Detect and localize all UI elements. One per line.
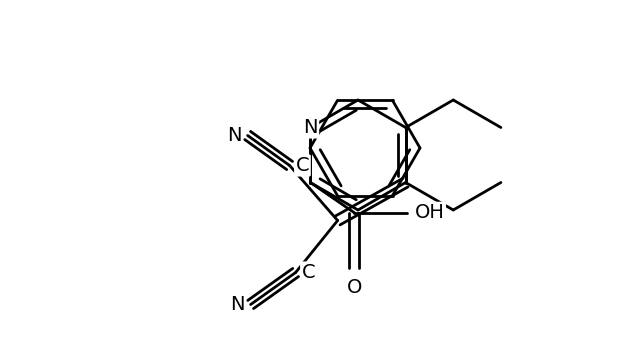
Text: N: N xyxy=(230,295,244,314)
Text: N: N xyxy=(227,126,242,145)
Text: C: C xyxy=(296,156,309,175)
Text: O: O xyxy=(347,278,362,297)
Text: N: N xyxy=(303,118,317,137)
Text: C: C xyxy=(301,263,316,282)
Text: OH: OH xyxy=(415,203,445,222)
